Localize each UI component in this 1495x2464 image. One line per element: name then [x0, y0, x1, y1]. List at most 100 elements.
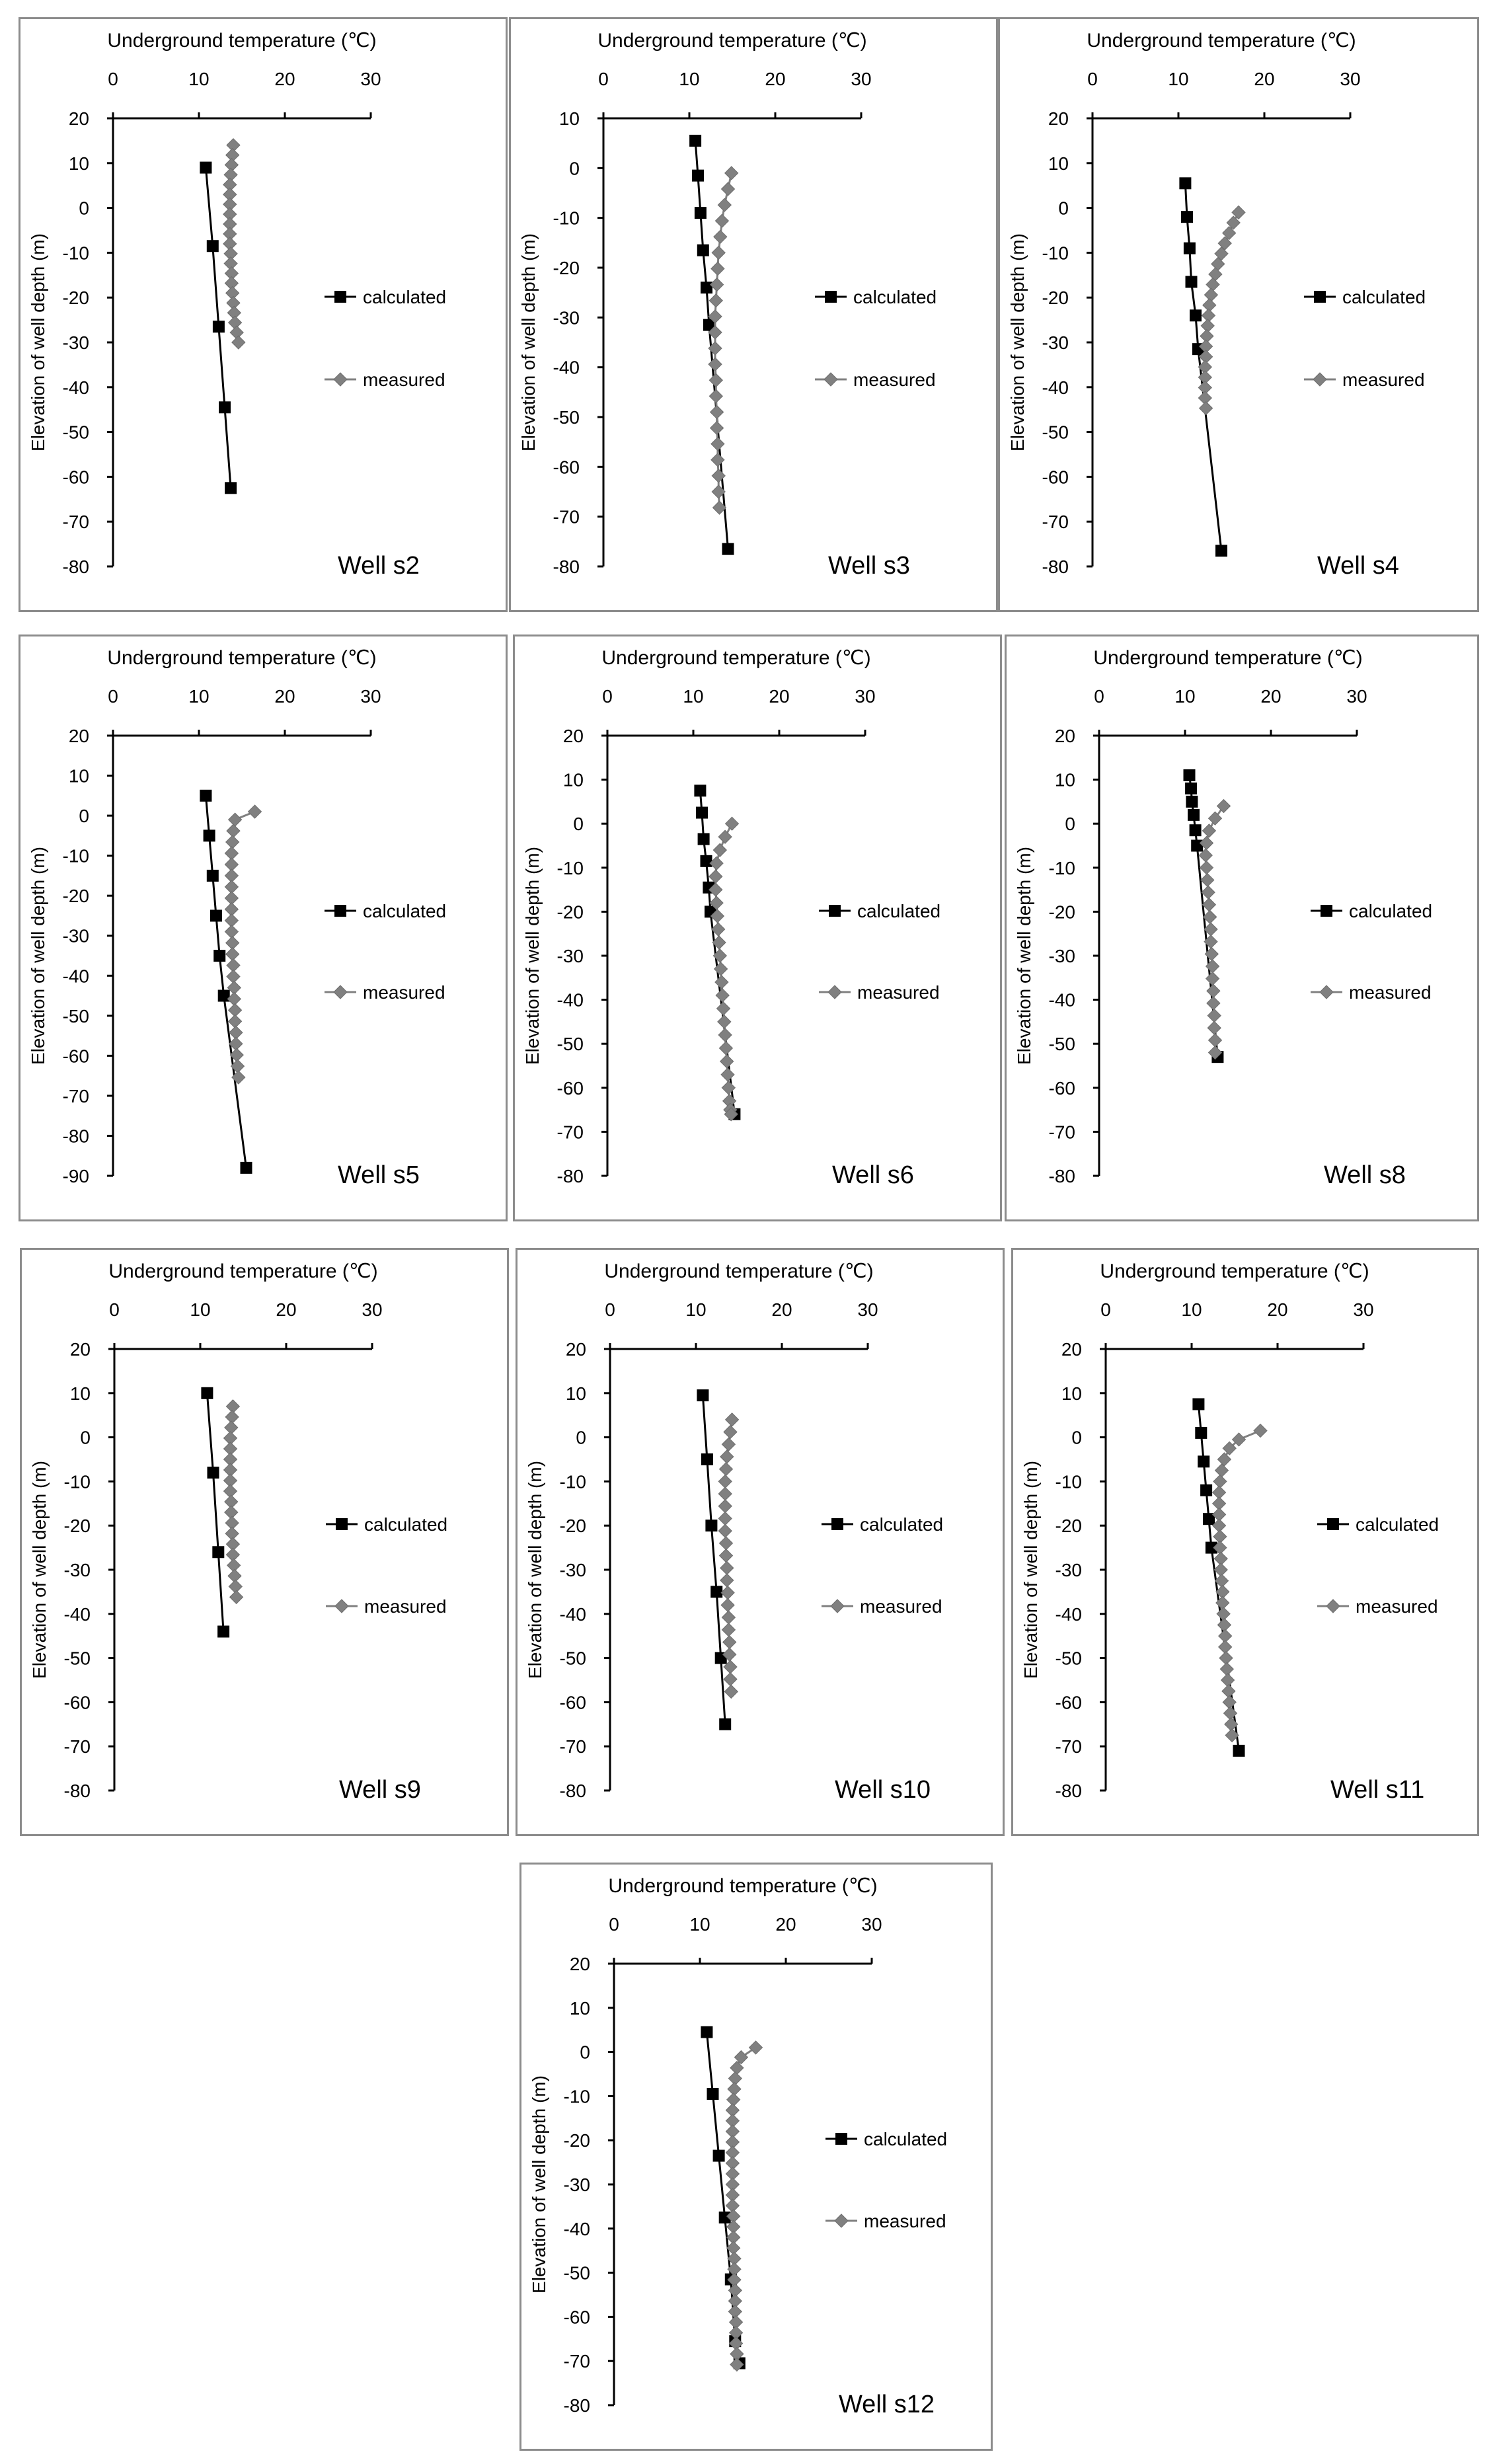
chart-svg: Underground temperature (℃) 0 10 20 30 20 10 0 -…	[1014, 647, 1432, 1189]
legend-measured-marker	[827, 985, 842, 999]
measured-point	[721, 1610, 736, 1625]
chart-title: Well s4	[1317, 552, 1399, 580]
measured-point	[718, 1511, 732, 1526]
y-tick-label: 10	[69, 153, 89, 174]
x-tick-label: 10	[1181, 1299, 1202, 1320]
legend-calculated-marker	[1327, 1518, 1339, 1530]
y-tick-label: 10	[559, 108, 580, 129]
y-tick-label: -30	[557, 946, 584, 966]
legend-measured-label: measured	[1342, 369, 1425, 390]
x-tick-label: 20	[771, 1299, 792, 1320]
x-tick-label: 0	[605, 1299, 615, 1320]
measured-point	[730, 2357, 744, 2372]
measured-point	[1217, 236, 1232, 250]
x-tick-label: 10	[683, 686, 703, 707]
calculated-point	[1203, 1513, 1215, 1525]
measured-point	[1226, 215, 1241, 230]
measured-point	[719, 1054, 734, 1069]
chart-svg: Underground temperature (℃) 0 10 20 30 20 10 0 -…	[522, 647, 940, 1189]
x-tick-label: 0	[602, 686, 613, 707]
y-axis-title: Elevation of well depth (m)	[29, 1461, 50, 1679]
y-tick-label: -30	[564, 2175, 590, 2195]
x-axis-title: Underground temperature (℃)	[107, 647, 376, 669]
legend-calculated-label: calculated	[363, 287, 446, 307]
x-tick-label: 0	[108, 686, 118, 707]
legend-calculated-label: calculated	[853, 287, 937, 307]
y-tick-label: -60	[63, 1046, 89, 1066]
y-tick-label: 10	[1055, 770, 1075, 790]
chart-svg: Underground temperature (℃) 0 10 20 30 20 10 0 -…	[28, 30, 446, 580]
chart-svg: Underground temperature (℃) 0 10 20 30 20 10 0 -…	[29, 1260, 447, 1804]
calculated-point	[1186, 795, 1198, 808]
measured-point	[734, 2050, 749, 2065]
y-axis-title: Elevation of well depth (m)	[1007, 233, 1028, 451]
y-tick-label: 10	[1048, 153, 1069, 174]
y-tick-label: -20	[63, 288, 89, 308]
calculated-point	[1192, 1398, 1205, 1410]
x-axis-title: Underground temperature (℃)	[108, 1260, 377, 1282]
measured-point	[718, 1041, 734, 1056]
measured-point	[1221, 225, 1237, 241]
measured-point	[1222, 1441, 1237, 1456]
legend-calculated-label: calculated	[860, 1514, 943, 1535]
chart-title: Well s5	[338, 1161, 420, 1189]
measured-point	[1208, 267, 1223, 282]
measured-point	[718, 1486, 732, 1501]
x-tick-label: 20	[274, 686, 295, 707]
x-tick-label: 30	[855, 686, 875, 707]
calculated-point	[701, 1453, 713, 1465]
y-tick-label: 20	[1048, 108, 1069, 129]
x-tick-label: 30	[857, 1299, 878, 1320]
legend-measured-marker	[333, 372, 348, 387]
measured-point	[718, 1536, 734, 1551]
calculated-point	[1183, 242, 1196, 254]
chart-panel-well-s10: Underground temperature (℃) 0 10 20 30 20 10 0 -…	[516, 1248, 1005, 1836]
measured-point	[717, 198, 732, 212]
y-tick-label: 10	[563, 770, 584, 790]
measured-point	[720, 1560, 734, 1576]
legend-calculated-label: calculated	[857, 901, 940, 921]
legend-measured-label: measured	[363, 369, 445, 390]
y-tick-label: 10	[69, 766, 89, 787]
measured-point	[708, 325, 722, 340]
y-axis-title: Elevation of well depth (m)	[28, 233, 48, 451]
x-axis-title: Underground temperature (℃)	[1087, 30, 1356, 52]
legend-calculated-label: calculated	[1342, 287, 1426, 307]
y-tick-label: -30	[64, 1560, 91, 1580]
y-tick-label: -60	[63, 467, 89, 487]
chart-panel-well-s12: Underground temperature (℃) 0 10 20 30 20 10 0 -…	[519, 1863, 993, 2451]
y-tick-label: -40	[1042, 377, 1069, 398]
calculated-point	[217, 989, 230, 1002]
measured-point	[712, 948, 728, 963]
calculated-point	[696, 806, 708, 819]
x-tick-label: 10	[679, 69, 699, 89]
measured-point	[227, 812, 243, 827]
y-tick-label: -70	[63, 1086, 89, 1106]
y-tick-label: -30	[553, 307, 580, 328]
legend-calculated-marker	[831, 1518, 843, 1530]
measured-point	[713, 229, 728, 245]
x-tick-label: 10	[689, 1914, 710, 1935]
measured-point	[1204, 288, 1219, 302]
y-tick-label: -70	[1042, 512, 1069, 532]
legend-calculated-marker	[1321, 905, 1332, 917]
y-tick-label: -10	[1049, 858, 1075, 878]
calculated-point	[712, 2149, 725, 2162]
measured-point	[1219, 1662, 1235, 1677]
calculated-point	[212, 321, 225, 333]
calculated-point	[1205, 1541, 1217, 1554]
calculated-point	[701, 2026, 713, 2038]
x-tick-label: 10	[685, 1299, 706, 1320]
calculated-point	[207, 1467, 219, 1479]
y-tick-label: -70	[64, 1736, 91, 1757]
calculated-point	[1188, 808, 1200, 821]
calculated-point	[694, 207, 707, 219]
measured-point	[722, 1635, 737, 1650]
x-tick-label: 20	[1260, 686, 1281, 707]
x-tick-label: 20	[274, 69, 295, 89]
legend-calculated-label: calculated	[363, 901, 446, 921]
y-tick-label: -60	[557, 1078, 584, 1098]
calculated-point	[722, 543, 734, 555]
calculated-point	[710, 1586, 723, 1598]
calculated-point	[703, 319, 715, 331]
